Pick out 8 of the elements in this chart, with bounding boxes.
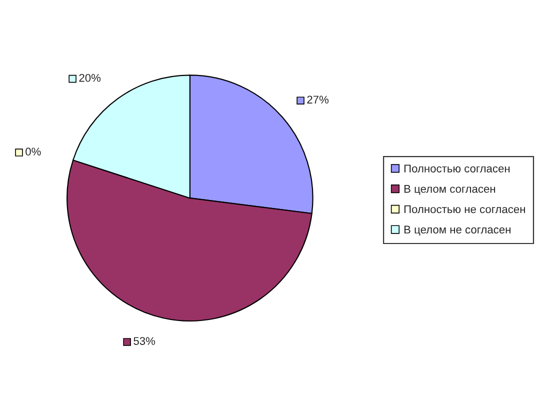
legend-label: В целом не согласен: [404, 226, 510, 236]
data-label: 20%: [79, 74, 101, 82]
legend-label: В целом согласен: [404, 185, 496, 195]
legend-label: Полностью не согласен: [404, 205, 525, 214]
text: 0%: [26, 148, 41, 156]
legend-label: Полностью согласен: [404, 164, 510, 172]
data-label: 27%: [307, 96, 329, 104]
data-label: 53%: [134, 337, 156, 345]
